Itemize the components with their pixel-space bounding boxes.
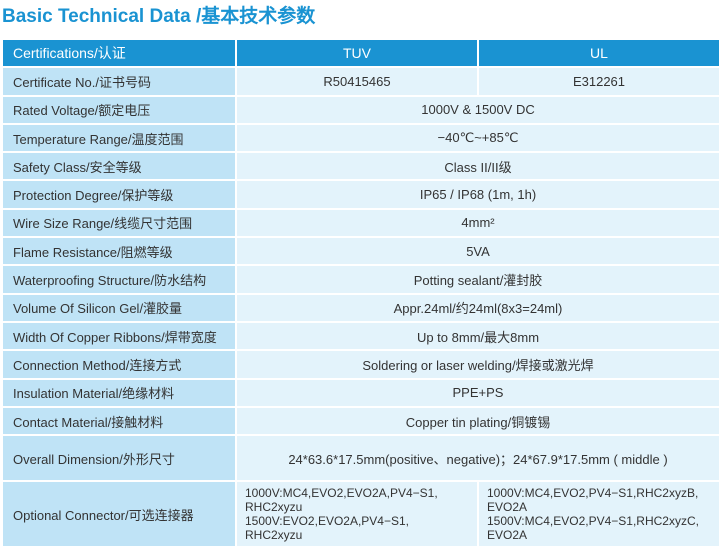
table-row: Insulation Material/绝缘材料 PPE+PS: [3, 379, 719, 406]
row-label: Volume Of Silicon Gel/灌胶量: [3, 294, 235, 321]
row-label: Safety Class/安全等级: [3, 153, 235, 180]
row-value: PPE+PS: [237, 379, 719, 406]
row-value: Soldering or laser welding/焊接或激光焊: [237, 351, 719, 378]
row-label: Flame Resistance/阻燃等级: [3, 238, 235, 265]
connector-line: 1500V:MC4,EVO2,PV4−S1,RHC2xyzC,: [487, 514, 699, 529]
table-row: Overall Dimension/外形尺寸 24*63.6*17.5mm(po…: [3, 436, 719, 481]
table-row: Waterproofing Structure/防水结构 Potting sea…: [3, 266, 719, 293]
row-label: Waterproofing Structure/防水结构: [3, 266, 235, 293]
table-row: Width Of Copper Ribbons/焊带宽度 Up to 8mm/最…: [3, 322, 719, 350]
connector-line: EVO2A: [487, 500, 528, 515]
row-label: Connection Method/连接方式: [3, 351, 235, 378]
row-value: 5VA: [237, 238, 719, 265]
header-tuv: TUV: [237, 40, 477, 67]
table-header-row: Certifications/认证 TUV UL: [3, 40, 719, 67]
row-label: Optional Connector/可选连接器: [3, 482, 235, 547]
row-label: Rated Voltage/额定电压: [3, 96, 235, 123]
row-label: Overall Dimension/外形尺寸: [3, 436, 235, 481]
row-value-tuv: R50415465: [237, 68, 477, 95]
connector-line: 1000V:MC4,EVO2,PV4−S1,RHC2xyzB,: [487, 486, 699, 501]
table-row: Rated Voltage/额定电压 1000V & 1500V DC: [3, 96, 719, 123]
row-value: 4mm²: [237, 209, 719, 237]
technical-data-table: Certifications/认证 TUV UL Certificate No.…: [1, 38, 720, 548]
row-value: −40℃~+85℃: [237, 124, 719, 152]
table-row: Connection Method/连接方式 Soldering or lase…: [3, 351, 719, 378]
connector-line: 1500V:EVO2,EVO2A,PV4−S1,: [245, 514, 409, 529]
row-label: Contact Material/接触材料: [3, 407, 235, 435]
page-title: Basic Technical Data /基本技术参数: [2, 6, 316, 27]
row-value-tuv: 1000V:MC4,EVO2,EVO2A,PV4−S1, RHC2xyzu 15…: [237, 482, 477, 547]
table-row: Safety Class/安全等级 Class II/II级: [3, 153, 719, 180]
row-label: Insulation Material/绝缘材料: [3, 379, 235, 406]
row-label: Certificate No./证书号码: [3, 68, 235, 95]
row-value: 1000V & 1500V DC: [237, 96, 719, 123]
table-row: Temperature Range/温度范围 −40℃~+85℃: [3, 124, 719, 152]
table-row: Certificate No./证书号码 R50415465 E312261: [3, 68, 719, 95]
connector-line: EVO2A: [487, 528, 528, 543]
table-row: Optional Connector/可选连接器 1000V:MC4,EVO2,…: [3, 482, 719, 547]
table-row: Wire Size Range/线缆尺寸范围 4mm²: [3, 209, 719, 237]
table-row: Volume Of Silicon Gel/灌胶量 Appr.24ml/约24m…: [3, 294, 719, 321]
row-value: Class II/II级: [237, 153, 719, 180]
connector-line: 1000V:MC4,EVO2,EVO2A,PV4−S1,: [245, 486, 438, 501]
row-value: Copper tin plating/铜镀锡: [237, 407, 719, 435]
connector-line: RHC2xyzu: [245, 528, 303, 543]
row-label: Protection Degree/保护等级: [3, 181, 235, 208]
row-value-ul: 1000V:MC4,EVO2,PV4−S1,RHC2xyzB, EVO2A 15…: [479, 482, 719, 547]
row-label: Width Of Copper Ribbons/焊带宽度: [3, 322, 235, 350]
row-label: Temperature Range/温度范围: [3, 124, 235, 152]
row-value: Appr.24ml/约24ml(8x3=24ml): [237, 294, 719, 321]
row-label: Wire Size Range/线缆尺寸范围: [3, 209, 235, 237]
row-value: Potting sealant/灌封胶: [237, 266, 719, 293]
row-value-ul: E312261: [479, 68, 719, 95]
table-row: Protection Degree/保护等级 IP65 / IP68 (1m, …: [3, 181, 719, 208]
row-value: Up to 8mm/最大8mm: [237, 322, 719, 350]
header-ul: UL: [479, 40, 719, 67]
header-label: Certifications/认证: [3, 40, 235, 67]
table-row: Flame Resistance/阻燃等级 5VA: [3, 238, 719, 265]
table-row: Contact Material/接触材料 Copper tin plating…: [3, 407, 719, 435]
row-value: IP65 / IP68 (1m, 1h): [237, 181, 719, 208]
connector-line: RHC2xyzu: [245, 500, 303, 515]
row-value: 24*63.6*17.5mm(positive、negative)；24*67.…: [237, 436, 719, 481]
